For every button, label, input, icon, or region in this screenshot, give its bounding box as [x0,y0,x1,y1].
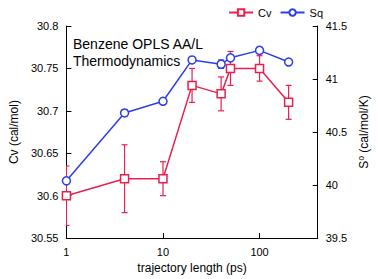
svg-text:trajectory length (ps): trajectory length (ps) [137,261,246,275]
svg-text:40: 40 [326,179,338,191]
svg-text:30.75: 30.75 [31,62,59,74]
svg-text:Benzene OPLS AA/L: Benzene OPLS AA/L [73,36,203,52]
svg-text:10: 10 [157,246,169,258]
svg-text:1: 1 [63,246,69,258]
svg-text:S⁰ (cal/mol/K): S⁰ (cal/mol/K) [357,95,371,169]
svg-text:30.6: 30.6 [37,190,58,202]
svg-text:Thermodynamics: Thermodynamics [73,53,180,69]
svg-text:39.5: 39.5 [326,232,347,244]
svg-text:40.5: 40.5 [326,126,347,138]
svg-text:Cv: Cv [258,7,272,19]
svg-text:Sq: Sq [310,7,323,19]
svg-text:30.55: 30.55 [31,232,59,244]
svg-text:100: 100 [250,246,268,258]
svg-text:41.5: 41.5 [326,20,347,32]
svg-text:30.8: 30.8 [37,20,58,32]
svg-text:30.7: 30.7 [37,105,58,117]
svg-text:41: 41 [326,73,338,85]
svg-text:30.65: 30.65 [31,147,59,159]
svg-text:Cv (cal/mol): Cv (cal/mol) [7,100,21,164]
